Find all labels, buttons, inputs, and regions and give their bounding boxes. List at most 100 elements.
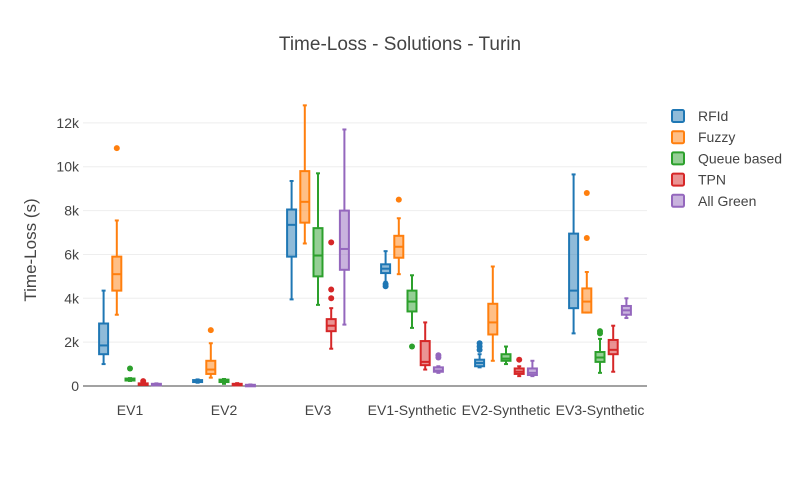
series-fuzzy — [111, 104, 593, 379]
iqr-box — [432, 366, 444, 373]
iqr-box — [205, 359, 217, 375]
iqr-box — [500, 353, 512, 362]
y-axis-ticks: 0 2k 4k 6k 8k 10k 12k — [56, 115, 80, 394]
outlier-point — [328, 286, 335, 293]
legend-item[interactable]: Fuzzy — [671, 129, 735, 145]
outlier-point — [516, 356, 523, 363]
outlier-point — [597, 328, 603, 335]
grid-lines — [83, 122, 647, 387]
outlier-point — [127, 365, 133, 372]
outlier-point — [395, 196, 402, 203]
iqr-box — [312, 227, 324, 278]
box[interactable] — [299, 104, 311, 245]
iqr-box — [526, 367, 538, 377]
box[interactable] — [620, 297, 632, 320]
y-tick-label: 6k — [64, 246, 80, 262]
y-tick-label: 10k — [56, 159, 80, 175]
x-tick-label: EV1 — [117, 402, 144, 418]
legend-item[interactable]: All Green — [671, 193, 756, 209]
plot-area — [98, 104, 632, 388]
box[interactable] — [581, 190, 593, 314]
legend-label: TPN — [698, 172, 726, 188]
box[interactable] — [218, 377, 230, 385]
box[interactable] — [231, 382, 243, 387]
series-queue-based — [124, 172, 606, 385]
legend-label: All Green — [698, 193, 756, 209]
x-tick-label: EV3 — [305, 402, 332, 418]
outlier-point — [328, 295, 335, 302]
series-rfid — [98, 173, 580, 384]
y-tick-label: 4k — [64, 290, 80, 306]
legend-swatch — [671, 193, 685, 208]
box[interactable] — [325, 239, 337, 350]
box[interactable] — [607, 324, 619, 373]
box[interactable] — [244, 383, 256, 388]
chart-title: Time-Loss - Solutions - Turin — [279, 34, 521, 55]
box[interactable] — [111, 145, 123, 316]
outlier-point — [382, 281, 389, 288]
box[interactable] — [205, 327, 217, 379]
series-tpn — [137, 239, 619, 387]
box[interactable] — [98, 289, 110, 366]
box[interactable] — [513, 356, 525, 378]
legend-item[interactable]: Queue based — [671, 150, 782, 166]
outlier-point — [207, 327, 214, 334]
iqr-box — [581, 287, 593, 314]
legend-swatch — [671, 109, 685, 123]
legend-swatch — [671, 151, 685, 166]
box[interactable] — [124, 365, 136, 382]
legend-swatch — [671, 172, 685, 187]
box[interactable] — [568, 173, 580, 335]
y-axis-title: Time-Loss (s) — [21, 198, 40, 301]
box[interactable] — [380, 250, 392, 290]
box[interactable] — [406, 274, 418, 350]
y-tick-label: 8k — [64, 203, 80, 219]
box[interactable] — [500, 345, 512, 366]
legend-label: RFId — [698, 108, 728, 124]
legend-item[interactable]: RFId — [671, 108, 728, 124]
iqr-box — [98, 322, 110, 356]
box[interactable] — [474, 340, 486, 369]
box[interactable] — [137, 378, 149, 386]
outlier-point — [476, 340, 483, 347]
x-tick-label: EV2 — [211, 402, 238, 418]
y-tick-label: 0 — [71, 378, 79, 394]
x-tick-label: EV2-Synthetic — [462, 402, 551, 418]
iqr-box — [299, 170, 311, 224]
iqr-box — [568, 232, 580, 310]
iqr-box — [286, 208, 298, 258]
outlier-point — [409, 343, 415, 350]
x-tick-label: EV3-Synthetic — [556, 402, 645, 418]
y-tick-label: 12k — [56, 115, 80, 131]
box[interactable] — [419, 321, 431, 371]
legend-item[interactable]: TPN — [671, 172, 726, 188]
iqr-box — [487, 302, 499, 336]
box[interactable] — [432, 352, 444, 374]
legend: RFId Fuzzy Queue based TPN All Green — [671, 108, 782, 209]
x-tick-label: EV1-Synthetic — [368, 402, 457, 418]
box[interactable] — [526, 359, 538, 378]
outlier-point — [435, 352, 442, 359]
box[interactable] — [150, 382, 162, 387]
box[interactable] — [393, 196, 405, 276]
outlier-point — [140, 378, 147, 385]
box[interactable] — [286, 179, 298, 301]
outlier-point — [583, 190, 590, 197]
iqr-box — [607, 338, 619, 356]
outlier-point — [113, 145, 120, 152]
legend-label: Fuzzy — [698, 129, 735, 145]
iqr-box — [338, 209, 350, 271]
legend-label: Queue based — [698, 150, 782, 166]
legend-swatch — [671, 130, 685, 145]
box[interactable] — [192, 378, 204, 384]
series-all-green — [150, 128, 632, 388]
box[interactable] — [338, 128, 350, 326]
outlier-point — [328, 239, 335, 246]
box[interactable] — [487, 265, 499, 362]
y-tick-label: 2k — [64, 334, 80, 350]
x-axis-ticks: EV1 EV2 EV3 EV1-Synthetic EV2-Synthetic EV3-S… — [117, 402, 645, 418]
box[interactable] — [594, 328, 606, 374]
box[interactable] — [312, 172, 324, 306]
iqr-box — [419, 340, 431, 367]
